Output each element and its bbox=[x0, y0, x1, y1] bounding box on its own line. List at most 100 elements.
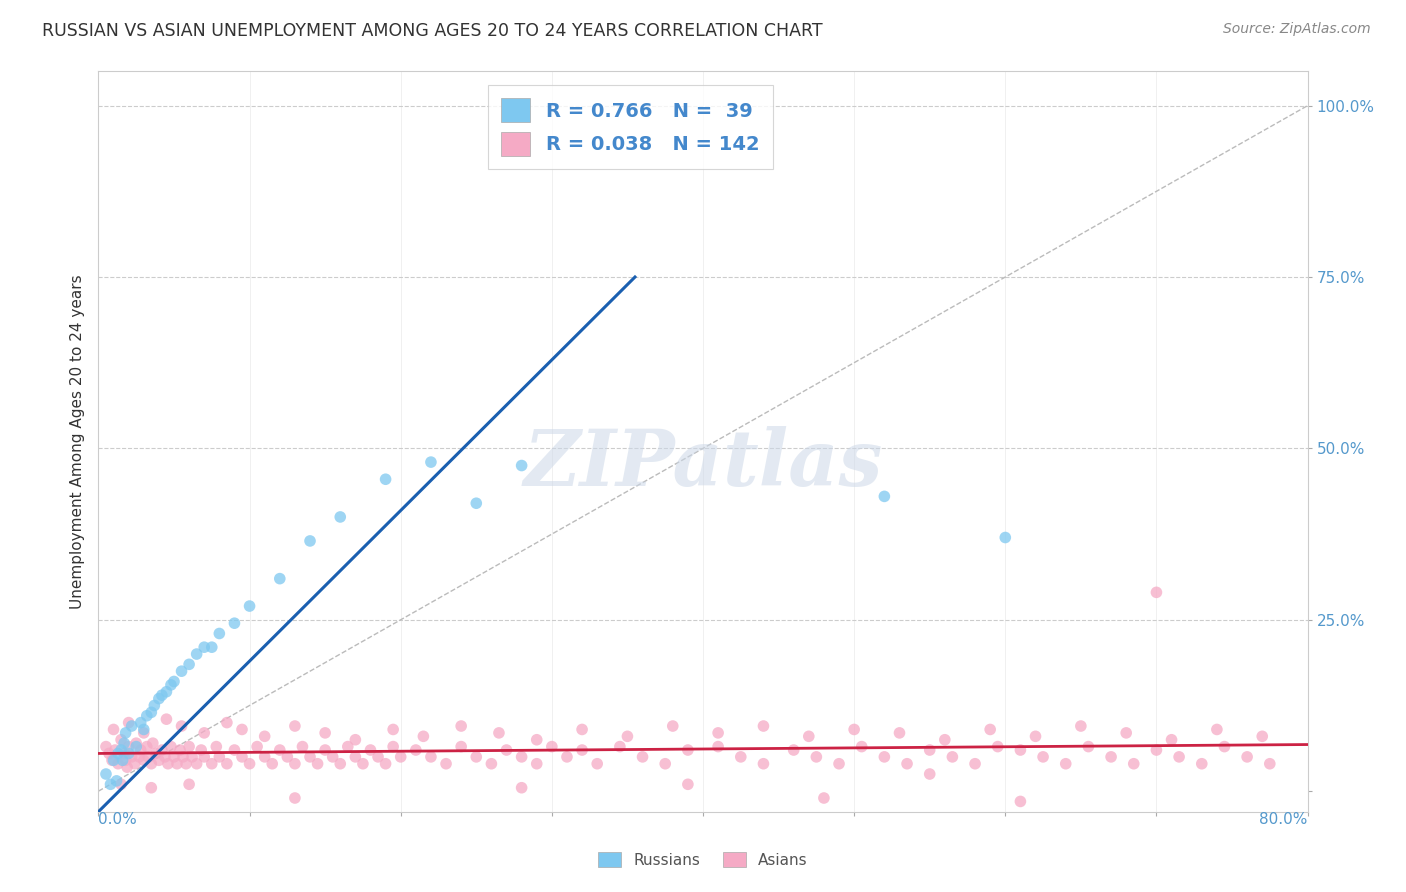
Legend: Russians, Asians: Russians, Asians bbox=[592, 846, 814, 873]
Point bbox=[329, 756, 352, 771]
Point bbox=[284, 719, 307, 733]
Point bbox=[94, 739, 117, 754]
Point bbox=[141, 756, 163, 771]
Point bbox=[179, 657, 201, 672]
Point bbox=[813, 791, 835, 805]
Point bbox=[1054, 756, 1077, 771]
Point bbox=[141, 706, 163, 720]
Point bbox=[163, 674, 186, 689]
Text: 80.0%: 80.0% bbox=[1260, 813, 1308, 828]
Point bbox=[291, 739, 314, 754]
Point bbox=[382, 723, 405, 737]
Point bbox=[555, 750, 578, 764]
Point bbox=[450, 739, 472, 754]
Point bbox=[314, 743, 336, 757]
Point bbox=[987, 739, 1010, 754]
Point bbox=[1213, 739, 1236, 754]
Point bbox=[190, 743, 212, 757]
Point bbox=[115, 760, 138, 774]
Point bbox=[336, 739, 359, 754]
Point bbox=[276, 750, 298, 764]
Point bbox=[253, 729, 276, 743]
Point bbox=[1168, 750, 1191, 764]
Point bbox=[253, 750, 276, 764]
Point bbox=[510, 458, 533, 473]
Point bbox=[322, 750, 344, 764]
Point bbox=[135, 708, 157, 723]
Point bbox=[1010, 794, 1032, 808]
Point bbox=[844, 723, 866, 737]
Point bbox=[374, 756, 396, 771]
Point bbox=[104, 743, 127, 757]
Point bbox=[1160, 732, 1182, 747]
Point bbox=[141, 780, 163, 795]
Point bbox=[1122, 756, 1144, 771]
Point bbox=[299, 533, 322, 548]
Point bbox=[752, 719, 775, 733]
Point bbox=[526, 732, 548, 747]
Point bbox=[246, 739, 269, 754]
Point bbox=[360, 743, 382, 757]
Point bbox=[1070, 719, 1092, 733]
Text: ZIPatlas: ZIPatlas bbox=[523, 425, 883, 502]
Point bbox=[526, 756, 548, 771]
Point bbox=[215, 756, 238, 771]
Point bbox=[121, 719, 143, 733]
Point bbox=[193, 726, 215, 740]
Point bbox=[128, 750, 150, 764]
Point bbox=[284, 791, 307, 805]
Point bbox=[918, 767, 941, 781]
Point bbox=[307, 756, 329, 771]
Text: Source: ZipAtlas.com: Source: ZipAtlas.com bbox=[1223, 22, 1371, 37]
Point bbox=[231, 750, 253, 764]
Point bbox=[110, 743, 132, 757]
Point bbox=[941, 750, 963, 764]
Point bbox=[155, 685, 177, 699]
Point bbox=[179, 777, 201, 791]
Point bbox=[299, 750, 322, 764]
Point bbox=[145, 747, 167, 761]
Point bbox=[481, 756, 503, 771]
Point bbox=[205, 739, 228, 754]
Point bbox=[186, 647, 208, 661]
Point bbox=[103, 723, 125, 737]
Point bbox=[132, 723, 155, 737]
Point bbox=[797, 729, 820, 743]
Point bbox=[269, 743, 291, 757]
Point bbox=[896, 756, 918, 771]
Point bbox=[110, 777, 132, 791]
Point bbox=[571, 723, 593, 737]
Point bbox=[676, 743, 699, 757]
Point bbox=[112, 736, 135, 750]
Point bbox=[231, 723, 253, 737]
Point bbox=[179, 739, 201, 754]
Point bbox=[94, 767, 117, 781]
Point bbox=[420, 750, 443, 764]
Point bbox=[1115, 726, 1137, 740]
Point bbox=[1144, 585, 1167, 599]
Point bbox=[828, 756, 851, 771]
Point bbox=[631, 750, 654, 764]
Point bbox=[329, 510, 352, 524]
Point bbox=[873, 750, 896, 764]
Point bbox=[170, 719, 193, 733]
Point bbox=[105, 773, 128, 788]
Point bbox=[155, 712, 177, 726]
Point bbox=[314, 726, 336, 740]
Point bbox=[979, 723, 1001, 737]
Point bbox=[1024, 729, 1046, 743]
Point bbox=[208, 626, 231, 640]
Y-axis label: Unemployment Among Ages 20 to 24 years: Unemployment Among Ages 20 to 24 years bbox=[69, 274, 84, 609]
Point bbox=[609, 739, 631, 754]
Point bbox=[98, 747, 121, 761]
Point bbox=[107, 756, 129, 771]
Point bbox=[132, 753, 155, 767]
Point bbox=[101, 753, 124, 767]
Point bbox=[163, 750, 186, 764]
Point bbox=[224, 743, 246, 757]
Point bbox=[1251, 729, 1274, 743]
Point bbox=[676, 777, 699, 791]
Point bbox=[616, 729, 638, 743]
Point bbox=[156, 756, 179, 771]
Point bbox=[181, 750, 204, 764]
